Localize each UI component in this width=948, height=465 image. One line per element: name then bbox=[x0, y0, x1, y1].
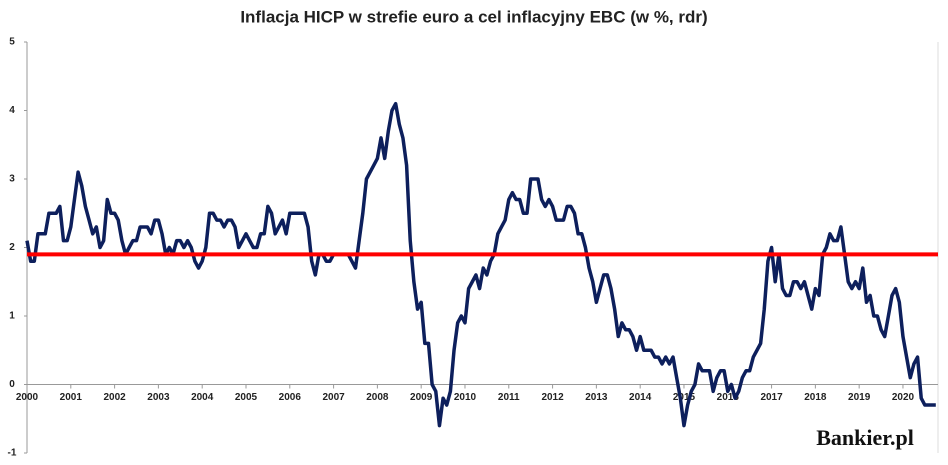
x-tick-label: 2010 bbox=[454, 392, 477, 403]
x-tick-label: 2003 bbox=[147, 392, 170, 403]
x-tick-label: 2001 bbox=[60, 392, 83, 403]
x-tick-label: 2005 bbox=[235, 392, 258, 403]
x-tick-label: 2006 bbox=[279, 392, 302, 403]
chart-title: Inflacja HICP w strefie euro a cel infla… bbox=[240, 7, 707, 26]
x-tick-label: 2002 bbox=[103, 392, 126, 403]
x-tick-label: 2011 bbox=[498, 392, 520, 403]
series-line bbox=[25, 101, 936, 428]
x-tick-label: 2018 bbox=[804, 392, 827, 403]
x-tick-label: 2012 bbox=[541, 392, 564, 403]
y-tick-label: 2 bbox=[9, 242, 15, 253]
x-tick-label: 2008 bbox=[366, 392, 389, 403]
x-tick-label: 2009 bbox=[410, 392, 433, 403]
x-tick-label: 2000 bbox=[16, 392, 39, 403]
x-tick-label: 2015 bbox=[673, 392, 696, 403]
x-tick-label: 2019 bbox=[848, 392, 871, 403]
x-tick-label: 2007 bbox=[322, 392, 345, 403]
y-tick-label: 1 bbox=[9, 311, 15, 322]
y-tick-label: -1 bbox=[8, 448, 17, 459]
x-tick-label: 2017 bbox=[760, 392, 783, 403]
x-tick-label: 2020 bbox=[892, 392, 915, 403]
y-tick-label: 0 bbox=[9, 379, 15, 390]
watermark: Bankier.pl bbox=[816, 425, 914, 450]
y-tick-label: 3 bbox=[9, 174, 15, 185]
x-tick-label: 2013 bbox=[585, 392, 608, 403]
y-tick-label: 5 bbox=[9, 37, 15, 48]
x-tick-label: 2004 bbox=[191, 392, 214, 403]
x-tick-label: 2014 bbox=[629, 392, 652, 403]
x-tick-label: 2016 bbox=[717, 392, 740, 403]
y-tick-label: 4 bbox=[9, 105, 15, 116]
